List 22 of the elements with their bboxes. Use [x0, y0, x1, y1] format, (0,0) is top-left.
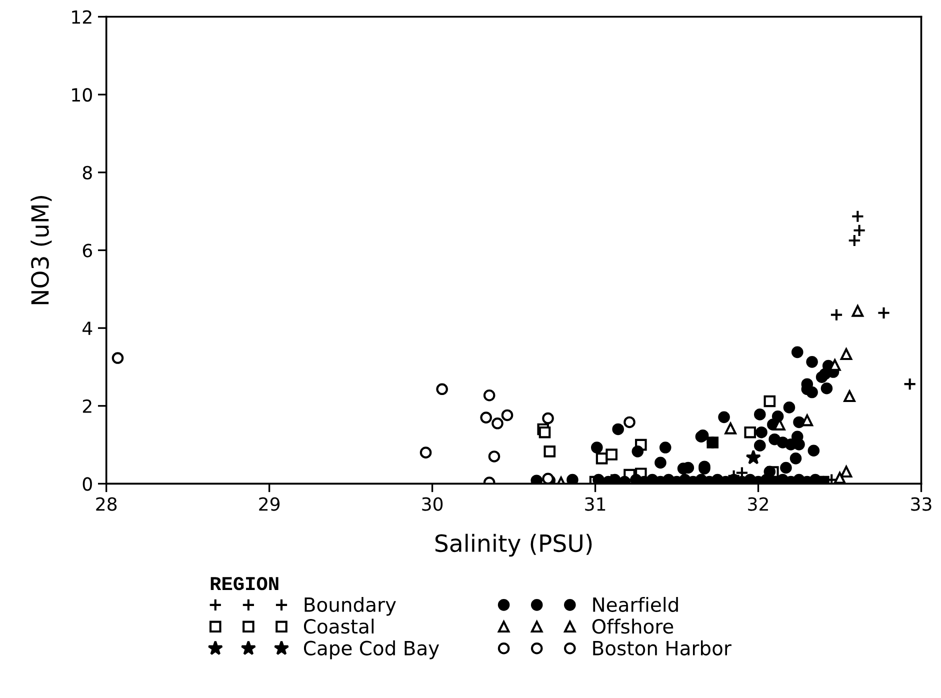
x-axis-title: Salinity (PSU)	[435, 534, 592, 557]
x-tick-label: 33	[911, 497, 932, 511]
legend-label: Boundary	[304, 596, 396, 616]
y-tick-label: 10	[72, 88, 92, 102]
y-tick-label: 8	[82, 166, 92, 180]
x-tick-label: 32	[748, 497, 768, 511]
y-tick-label: 12	[72, 10, 92, 24]
legend-label: Nearfield	[593, 596, 678, 612]
y-axis-title: NO3 (uM)	[30, 196, 52, 304]
legend-label: Boston Harbor	[593, 640, 732, 656]
legend-label: Coastal	[304, 618, 374, 634]
x-tick-label: 31	[585, 497, 606, 511]
y-tick-label: 6	[82, 244, 92, 258]
x-tick-label: 28	[96, 497, 117, 511]
legend-label: Offshore	[592, 618, 674, 634]
y-tick-label: 0	[82, 477, 92, 491]
y-tick-label: 4	[82, 322, 92, 335]
x-tick-label: 29	[259, 497, 280, 511]
legend-label: Cape Cod Bay	[304, 640, 440, 660]
legend-title: REGION	[210, 576, 278, 590]
x-tick-label: 30	[422, 497, 443, 511]
y-tick-label: 2	[82, 399, 92, 413]
